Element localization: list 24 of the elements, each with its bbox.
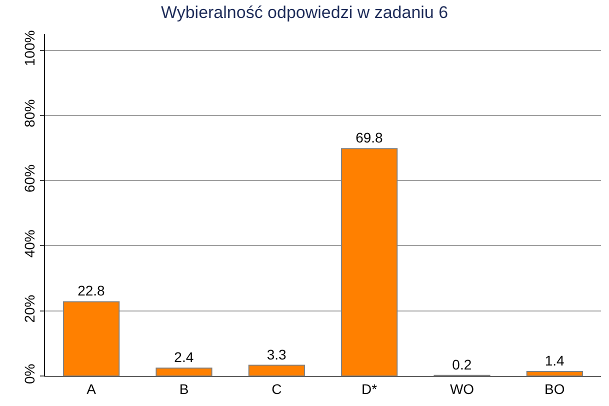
x-tick-label: BO <box>544 380 565 397</box>
data-label: 1.4 <box>544 352 565 368</box>
data-label: 3.3 <box>266 346 287 362</box>
x-tick-label: B <box>179 380 189 397</box>
x-tick-label: A <box>86 380 97 397</box>
x-tick-label: D* <box>362 380 378 397</box>
y-tick-label: 0% <box>21 364 38 384</box>
bar <box>63 301 120 376</box>
y-tick-label: 60% <box>21 164 38 192</box>
x-tick-label: WO <box>450 380 474 397</box>
data-label: 0.2 <box>452 356 472 372</box>
bar <box>248 364 305 376</box>
chart-title: Wybieralność odpowiedzi w zadaniu 6 <box>160 2 448 22</box>
y-tick-label: 20% <box>21 294 38 323</box>
y-tick-label: 100% <box>21 30 38 66</box>
y-tick-label: 80% <box>21 99 38 128</box>
data-label: 22.8 <box>78 282 106 299</box>
data-label: 2.4 <box>174 349 194 366</box>
x-tick-label: C <box>272 380 282 397</box>
y-tick-label: 40% <box>21 230 38 258</box>
bar <box>341 148 398 376</box>
data-label: 69.8 <box>356 130 384 146</box>
bar <box>526 370 583 376</box>
bar <box>156 368 212 376</box>
